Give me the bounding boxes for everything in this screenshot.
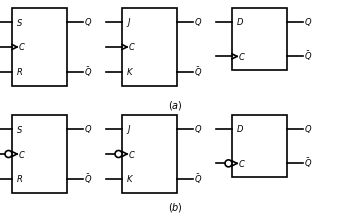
Text: $Q$: $Q$ [84, 123, 93, 135]
Text: $J$: $J$ [126, 123, 132, 136]
Text: $(b)$: $(b)$ [168, 201, 182, 214]
Text: $C$: $C$ [128, 41, 136, 53]
Text: $J$: $J$ [126, 16, 132, 28]
Text: $Q$: $Q$ [304, 123, 313, 135]
Text: $C$: $C$ [238, 51, 246, 62]
Text: $R$: $R$ [16, 66, 23, 78]
Polygon shape [122, 8, 177, 86]
Text: $Q$: $Q$ [195, 16, 203, 28]
Text: $S$: $S$ [16, 17, 23, 28]
Polygon shape [12, 8, 67, 86]
Text: $C$: $C$ [19, 41, 26, 53]
Text: $D$: $D$ [236, 16, 244, 27]
Polygon shape [232, 115, 287, 177]
Polygon shape [12, 115, 67, 193]
Text: $Q$: $Q$ [304, 16, 313, 28]
Circle shape [5, 150, 12, 157]
Text: $C$: $C$ [19, 148, 26, 159]
Text: $\bar{Q}$: $\bar{Q}$ [304, 156, 313, 170]
Text: $\bar{Q}$: $\bar{Q}$ [304, 49, 313, 63]
Text: $Q$: $Q$ [84, 16, 93, 28]
Text: $R$: $R$ [16, 173, 23, 184]
Text: $\bar{Q}$: $\bar{Q}$ [84, 172, 93, 186]
Polygon shape [232, 8, 287, 70]
Text: $(a)$: $(a)$ [168, 99, 182, 111]
Text: $\bar{Q}$: $\bar{Q}$ [195, 65, 203, 79]
Text: $Q$: $Q$ [195, 123, 203, 135]
Text: $\bar{Q}$: $\bar{Q}$ [195, 172, 203, 186]
Circle shape [225, 160, 232, 167]
Text: $D$: $D$ [236, 123, 244, 134]
Text: $K$: $K$ [126, 66, 134, 78]
Text: $C$: $C$ [128, 148, 136, 159]
Text: $C$: $C$ [238, 158, 246, 169]
Text: $K$: $K$ [126, 173, 134, 184]
Text: $\bar{Q}$: $\bar{Q}$ [84, 65, 93, 79]
Polygon shape [122, 115, 177, 193]
Text: $S$: $S$ [16, 124, 23, 134]
Circle shape [115, 150, 122, 157]
